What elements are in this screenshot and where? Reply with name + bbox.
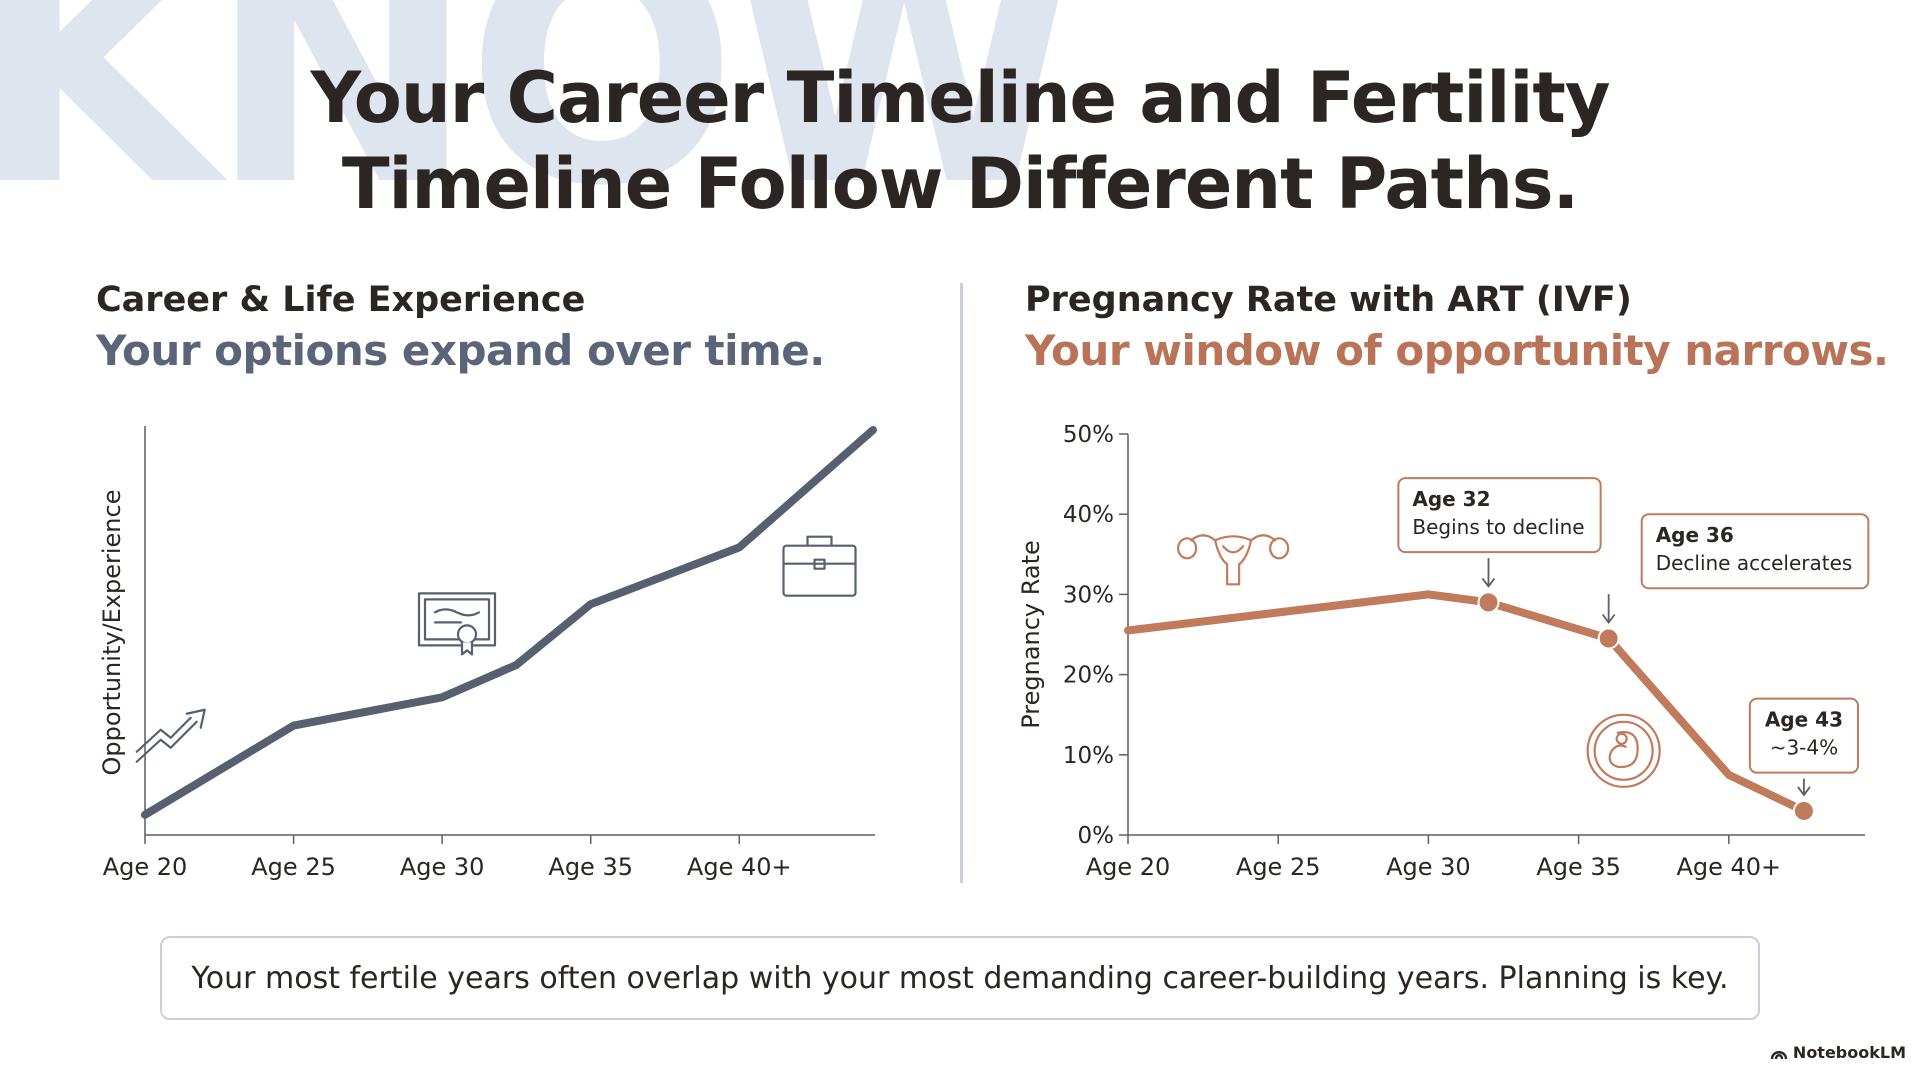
pregnancy-rate-chart: Age 20 Age 25 Age 30 Age 35 Age 40+ 0% 10% 20% 3… [1017, 422, 1870, 881]
data-point-marker [1477, 591, 1500, 614]
career-experience-chart: Age 20 Age 25 Age 30 Age 35 Age 40+ Opportuni… [98, 426, 877, 881]
annotation-title: Age 36 [1656, 523, 1734, 547]
annotation-title: Age 43 [1765, 708, 1843, 732]
x-tick-label: Age 30 [400, 853, 485, 881]
y-tick-label: 50% [1063, 422, 1114, 448]
annotation-text: Begins to decline [1412, 515, 1584, 539]
notebooklm-logo-icon [1770, 1050, 1788, 1059]
annotation-title: Age 32 [1412, 487, 1490, 511]
y-axis-label: Pregnancy Rate [1017, 540, 1045, 729]
embryo-icon [1586, 713, 1661, 788]
data-point-marker [1597, 627, 1620, 650]
page-title-line-1: Your Career Timeline and Fertility [310, 57, 1611, 139]
annotation-text: Decline accelerates [1656, 551, 1853, 575]
y-tick-label: 20% [1063, 663, 1114, 689]
x-tick-label: Age 20 [1086, 853, 1171, 881]
left-panel-title: Career & Life Experience [96, 280, 586, 320]
annotation-box [1397, 477, 1602, 554]
right-panel-title: Pregnancy Rate with ART (IVF) [1025, 280, 1632, 320]
certificate-icon [417, 592, 497, 656]
page-title-line-2: Timeline Follow Different Paths. [341, 143, 1579, 225]
x-tick-label: Age 30 [1386, 853, 1471, 881]
brand-label: NotebookLM [1792, 1043, 1906, 1062]
background-watermark: KNOW [0, 0, 1081, 256]
series-line [141, 426, 877, 819]
series-line [1124, 590, 1808, 815]
footer-text: Your most fertile years often overlap wi… [191, 960, 1729, 996]
annotation-callout: Age 43 ~3-4% [1748, 697, 1859, 797]
annotation-arrowhead [1601, 613, 1616, 625]
x-tick-label: Age 25 [1236, 853, 1321, 881]
annotation-box [1748, 697, 1859, 774]
annotation-arrowhead [1481, 577, 1496, 588]
annotation-box [1640, 513, 1870, 590]
briefcase-icon [782, 535, 857, 597]
footer-callout: Your most fertile years often overlap wi… [160, 936, 1760, 1020]
x-tick-label: Age 40+ [687, 853, 792, 881]
page-title: Your Career Timeline and Fertility Timel… [0, 55, 1920, 227]
trend-up-arrow-icon [135, 708, 206, 763]
uterus-icon [1177, 534, 1290, 586]
x-tick-label: Age 25 [251, 853, 336, 881]
annotation-arrowhead [1797, 786, 1811, 797]
panel-divider [960, 283, 963, 883]
y-axis-label: Opportunity/Experience [98, 490, 126, 776]
data-point-marker [1792, 799, 1815, 822]
brand-mark: NotebookLM [1770, 1043, 1906, 1062]
right-panel-subtitle: Your window of opportunity narrows. [1025, 326, 1889, 375]
x-tick-label: Age 40+ [1676, 853, 1781, 881]
x-tick-label: Age 35 [548, 853, 633, 881]
y-tick-label: 0% [1078, 823, 1115, 849]
y-tick-label: 10% [1063, 743, 1114, 769]
annotation-callout: Age 36 Decline accelerates [1601, 513, 1870, 625]
x-tick-label: Age 20 [103, 853, 188, 881]
y-tick-label: 30% [1063, 582, 1114, 608]
annotation-callout: Age 32 Begins to decline [1397, 477, 1602, 588]
y-tick-label: 40% [1063, 502, 1114, 528]
left-panel-subtitle: Your options expand over time. [96, 326, 825, 375]
x-tick-label: Age 35 [1536, 853, 1621, 881]
annotation-text: ~3-4% [1770, 736, 1838, 760]
